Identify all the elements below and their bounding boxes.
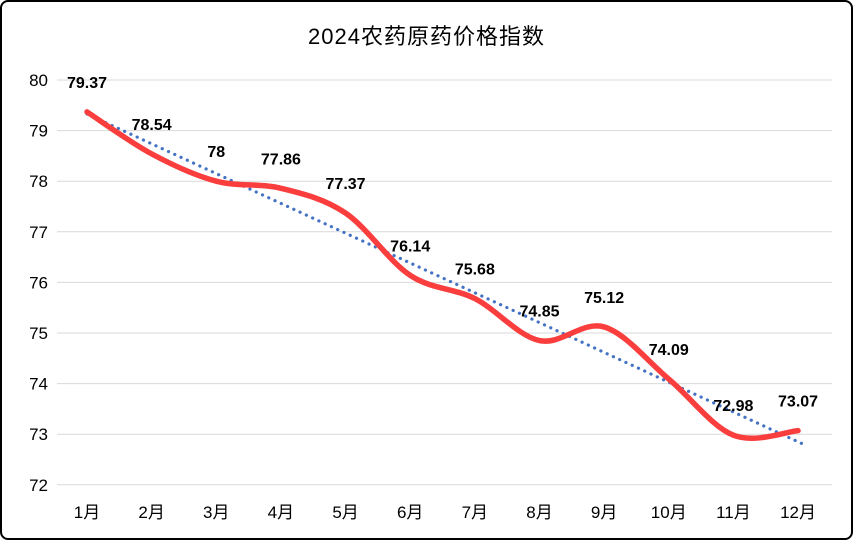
x-axis-label: 11月 [716, 503, 751, 522]
data-label: 77.86 [261, 151, 301, 168]
x-axis-label: 3月 [203, 503, 229, 522]
data-label: 74.09 [649, 342, 689, 359]
x-axis-label: 6月 [397, 503, 423, 522]
series-line [84, 109, 801, 441]
data-label: 75.12 [584, 290, 624, 307]
data-label: 76.14 [390, 238, 430, 255]
x-axis-label: 7月 [462, 503, 488, 522]
y-axis-label: 79 [29, 122, 48, 141]
x-axis-label: 1月 [74, 503, 100, 522]
y-axis-label: 72 [29, 476, 48, 495]
data-label: 77.37 [326, 176, 366, 193]
x-axis-label: 8月 [526, 503, 552, 522]
data-label: 74.85 [519, 304, 559, 321]
y-axis-label: 75 [29, 324, 48, 343]
trend-line [85, 112, 807, 447]
data-label: 78 [207, 144, 225, 161]
data-label: 78.54 [132, 117, 172, 134]
data-label: 73.07 [778, 394, 818, 411]
data-label: 75.68 [455, 262, 495, 279]
y-axis-label: 73 [29, 425, 48, 444]
x-axis-label: 5月 [332, 503, 358, 522]
data-label: 72.98 [713, 398, 753, 415]
y-axis-label: 74 [29, 375, 48, 394]
x-axis-label: 2月 [138, 503, 164, 522]
y-axis-label: 76 [29, 273, 48, 292]
chart-title: 2024农药原药价格指数 [308, 24, 545, 49]
y-axis-label: 80 [29, 71, 48, 90]
y-axis-label: 77 [29, 223, 48, 242]
data-label: 79.37 [67, 75, 107, 92]
x-axis-label: 9月 [591, 503, 617, 522]
x-axis-label: 10月 [651, 503, 687, 522]
x-axis-label: 4月 [268, 503, 294, 522]
x-axis-label: 12月 [780, 503, 816, 522]
y-axis-label: 78 [29, 172, 48, 191]
